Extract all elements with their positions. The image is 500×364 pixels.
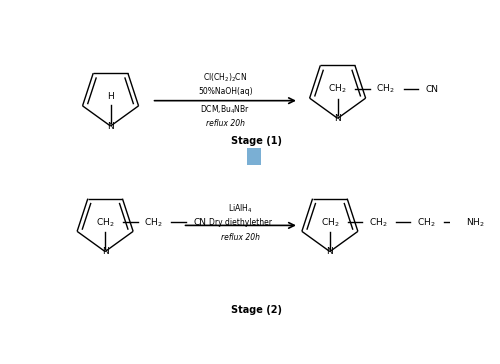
- Text: N: N: [334, 114, 341, 123]
- Text: N: N: [107, 122, 114, 131]
- Bar: [247, 149, 261, 165]
- Text: H: H: [107, 92, 114, 101]
- Text: Stage (2): Stage (2): [231, 305, 282, 315]
- Text: LiAlH$_4$: LiAlH$_4$: [228, 202, 253, 215]
- Text: N: N: [326, 247, 333, 256]
- Text: CH$_2$: CH$_2$: [96, 216, 114, 229]
- Text: reflux 20h: reflux 20h: [221, 233, 260, 242]
- Text: N: N: [102, 247, 108, 256]
- Text: CH$_2$: CH$_2$: [328, 83, 347, 95]
- Text: Dry diethylether: Dry diethylether: [209, 218, 272, 227]
- Text: CN: CN: [426, 84, 438, 94]
- Text: CH$_2$: CH$_2$: [320, 216, 339, 229]
- Text: reflux 20h: reflux 20h: [206, 119, 244, 128]
- Text: 50%NaOH(aq): 50%NaOH(aq): [198, 87, 252, 96]
- Text: CH$_2$: CH$_2$: [144, 216, 163, 229]
- Text: Cl(CH$_2$)$_2$CN: Cl(CH$_2$)$_2$CN: [203, 71, 248, 84]
- Text: CN: CN: [193, 218, 206, 227]
- Text: DCM,Bu$_4$NBr: DCM,Bu$_4$NBr: [200, 104, 250, 116]
- Text: CH$_2$: CH$_2$: [416, 216, 435, 229]
- Text: NH$_2$: NH$_2$: [466, 216, 485, 229]
- Text: CH$_2$: CH$_2$: [368, 216, 387, 229]
- Text: Stage (1): Stage (1): [231, 136, 282, 146]
- Text: CH$_2$: CH$_2$: [376, 83, 395, 95]
